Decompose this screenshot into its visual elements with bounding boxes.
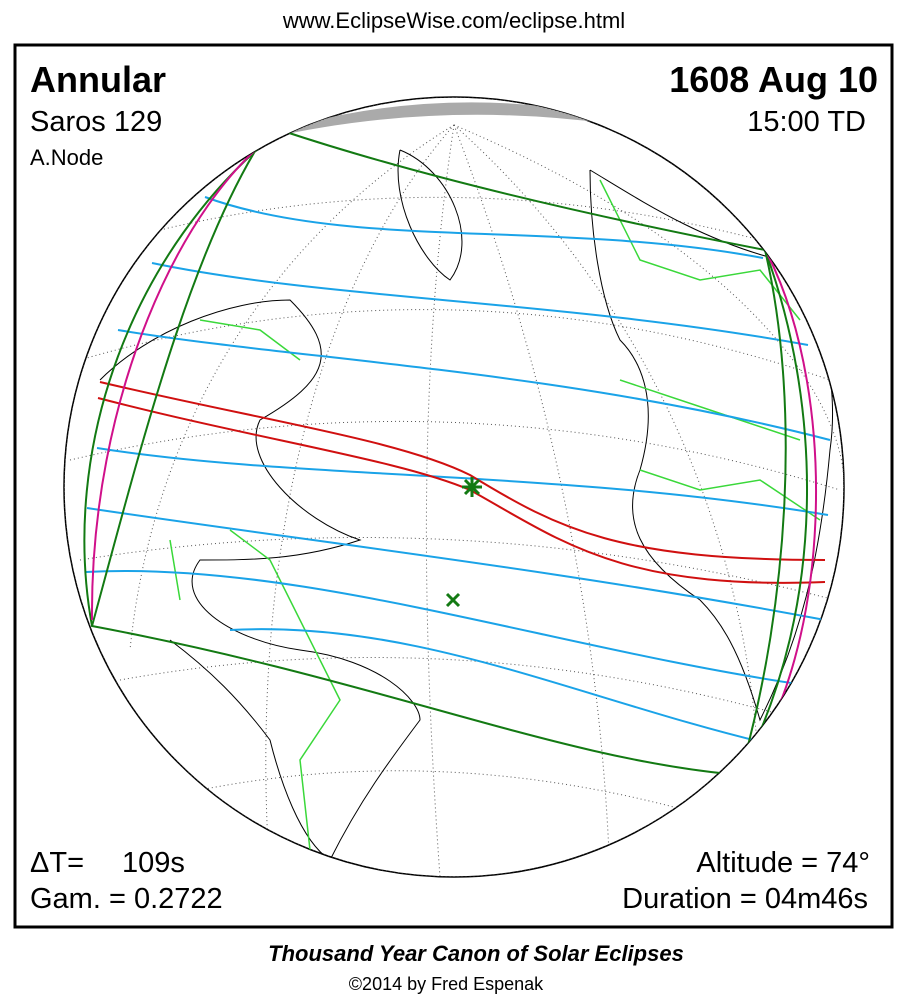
isolines xyxy=(85,196,831,747)
delta-t-label: ΔT= xyxy=(30,847,84,879)
url: www.EclipseWise.com/eclipse.html xyxy=(282,8,625,33)
node: A.Node xyxy=(30,145,103,170)
copyright: ©2014 by Fred Espenak xyxy=(349,974,544,994)
rise-curve xyxy=(90,129,281,621)
political-borders xyxy=(169,179,821,851)
altitude: Altitude = 74° xyxy=(696,847,870,879)
graticule xyxy=(64,97,844,877)
footer-title: Thousand Year Canon of Solar Eclipses xyxy=(268,941,684,966)
saros: Saros 129 xyxy=(30,106,162,138)
eclipse-type: Annular xyxy=(30,59,166,100)
greatest-duration xyxy=(445,592,461,608)
date: 1608 Aug 10 xyxy=(669,59,878,100)
frame xyxy=(13,43,894,929)
duration: Duration = 04m46s xyxy=(622,883,868,915)
delta-t-value: 109s xyxy=(122,847,185,879)
annular-limit-north xyxy=(99,381,826,561)
time: 15:00 TD xyxy=(747,106,866,138)
globe xyxy=(63,96,845,878)
set-limit xyxy=(739,249,808,776)
rise-limit xyxy=(91,134,266,627)
greatest-eclipse xyxy=(462,477,482,497)
gamma: Gam. = 0.2722 xyxy=(30,883,223,915)
